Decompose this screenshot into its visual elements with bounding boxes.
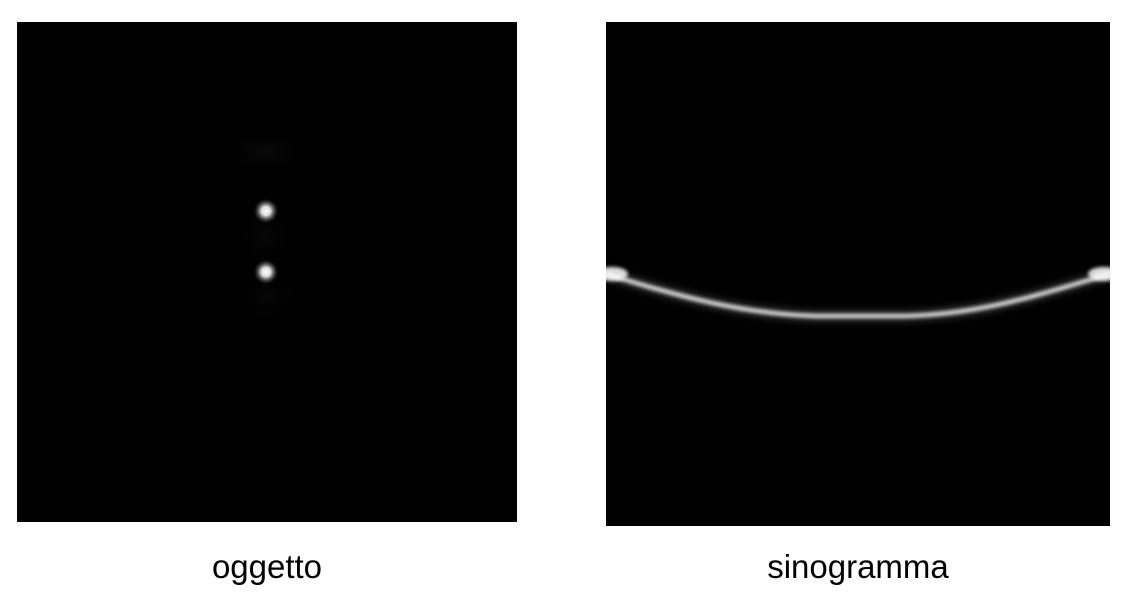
- sinogram-caption: sinogramma: [767, 548, 949, 585]
- object-image: [17, 22, 517, 522]
- sinogram-curved-band: [606, 271, 1110, 319]
- point-source-upper: [253, 198, 279, 224]
- point-source-lower: [253, 259, 279, 285]
- sinogram-image: [606, 22, 1110, 526]
- object-caption: oggetto: [211, 548, 323, 585]
